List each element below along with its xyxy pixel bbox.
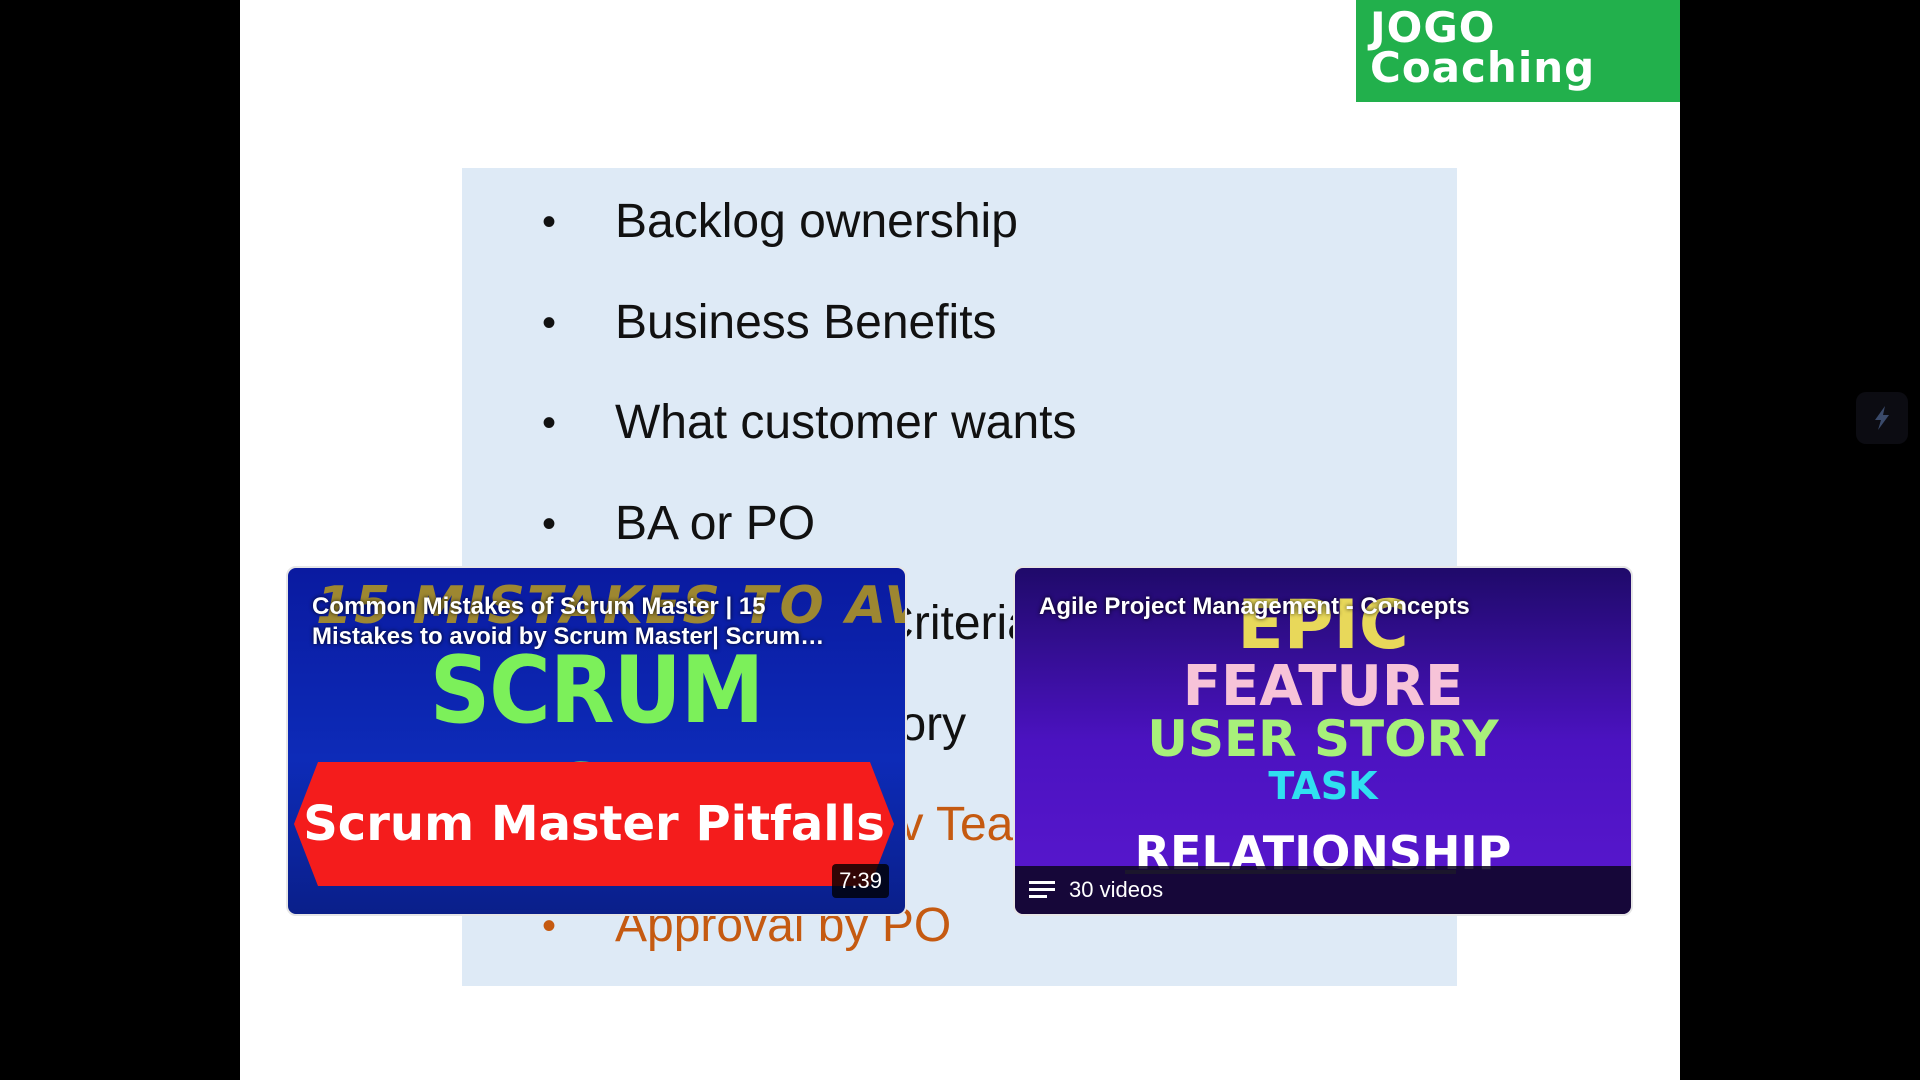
video-duration-badge: 7:39 — [832, 864, 889, 898]
logo-line-1: JOGO — [1370, 3, 1496, 52]
bullet-text: Business Benefits — [615, 295, 997, 349]
end-screen-playlist-card[interactable]: EPIC FEATURE USER STORY TASK RELATIONSHI… — [1013, 566, 1633, 916]
playlist-count-bar: 30 videos — [1015, 866, 1631, 914]
thumbnail-feature-text: FEATURE — [1182, 654, 1464, 719]
thumbnail-task-text: TASK — [1268, 764, 1378, 808]
bullet-dot: • — [542, 200, 557, 244]
thumbnail-red-banner: Scrum Master Pitfalls — [294, 762, 894, 886]
lightning-icon — [1875, 406, 1889, 430]
thumbnail-heading-text: 15 MISTAKES TO AVOID — [316, 576, 905, 636]
bullet-dot: • — [542, 501, 557, 546]
bullet-dot: • — [542, 401, 557, 445]
bullet-text: Backlog ownership — [615, 195, 1018, 248]
bullet-text: What customer wants — [615, 396, 1077, 449]
logo-line-2: Coaching — [1370, 43, 1596, 92]
end-screen-video-card[interactable]: 15 MISTAKES TO AVOID Common Mistakes of … — [286, 566, 907, 916]
jogo-coaching-logo: JOGO Coaching — [1356, 0, 1680, 102]
playlist-icon — [1029, 881, 1055, 899]
thumbnail-banner-text: Scrum Master Pitfalls — [303, 796, 885, 852]
bullet-text: BA or PO — [615, 496, 816, 550]
thumbnail-userstory-text: USER STORY — [1147, 710, 1499, 768]
video-title[interactable]: Common Mistakes of Scrum Master | 15 Mis… — [312, 593, 825, 650]
thumbnail-epic-text: EPIC — [1237, 586, 1409, 665]
extension-icon[interactable] — [1856, 392, 1908, 444]
playlist-video-count: 30 videos — [1069, 877, 1164, 902]
bullet-dot: • — [542, 300, 557, 345]
presentation-slide: JOGO Coaching • Backlog ownership • Busine… — [240, 0, 1680, 1080]
playlist-title[interactable]: Agile Project Management - Concepts — [1039, 593, 1470, 620]
